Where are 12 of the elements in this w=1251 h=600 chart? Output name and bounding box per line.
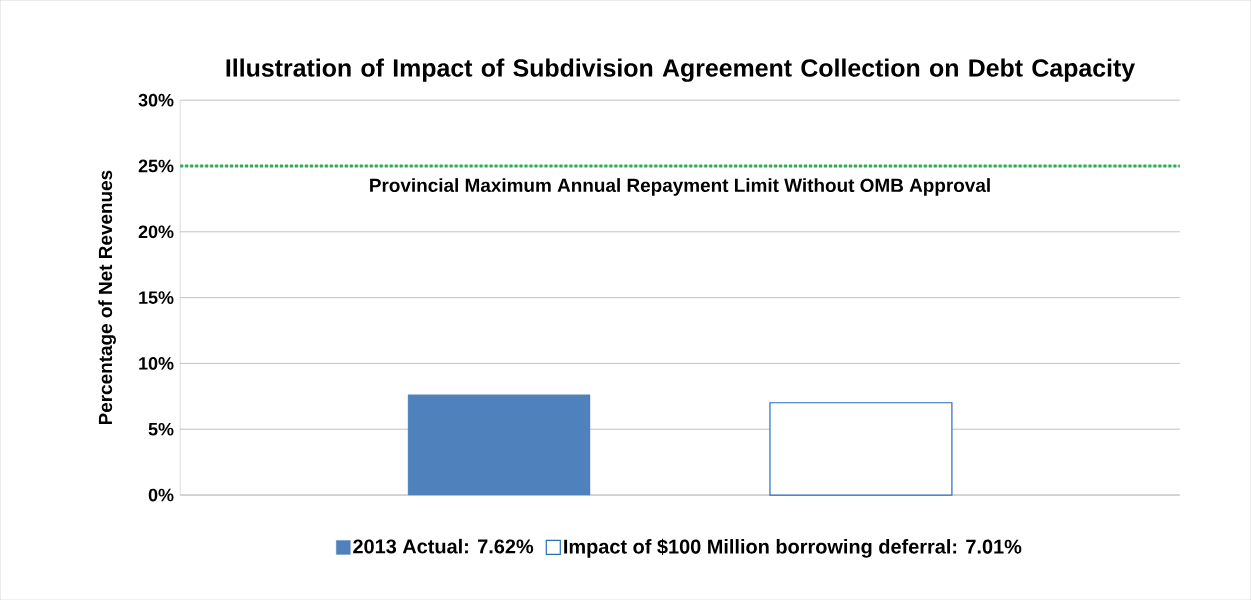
- y-tick-label: 15%: [139, 291, 174, 304]
- y-tick-label: 20%: [138, 225, 174, 239]
- y-tick-label: 30%: [138, 93, 174, 107]
- y-tick-label: 0%: [148, 488, 174, 502]
- legend-label: Impact of $100 Million borrowing deferral: 7.01%: [564, 538, 1022, 558]
- y-tick-label: 5%: [148, 422, 174, 436]
- chart-title: Illustration of Impact of Subdivision Agreement Collection on Debt Capacity: [226, 58, 1136, 82]
- y-tick-label: 10%: [139, 356, 174, 370]
- legend-label: 2013 Actual: 7.62%: [353, 538, 534, 554]
- y-tick-label: 25%: [138, 159, 174, 173]
- ref-line-label: Provincial Maximum Annual Repayment Limit Without OMB Approval: [370, 178, 990, 196]
- y-axis-title: Percentage of Net Revenues: [98, 170, 116, 425]
